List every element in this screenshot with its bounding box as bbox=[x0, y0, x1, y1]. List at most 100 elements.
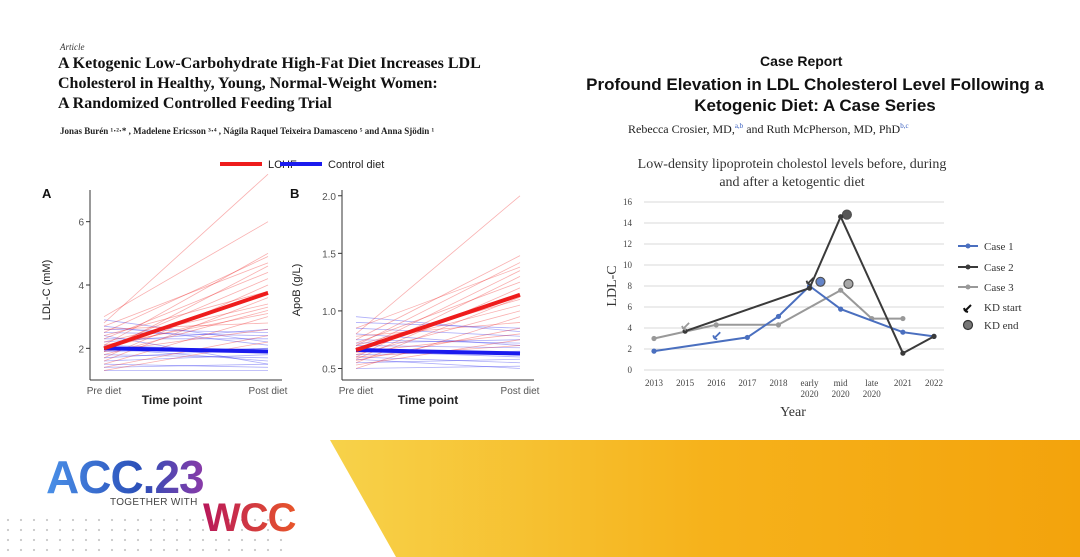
banner-dot bbox=[175, 528, 179, 532]
banner-dot bbox=[253, 528, 257, 532]
banner-dot-grid bbox=[6, 518, 283, 552]
acc-logo-text: ACC.23 bbox=[46, 451, 205, 503]
panel-a-control-individual-line bbox=[103, 363, 269, 368]
banner-dot bbox=[227, 528, 231, 532]
panel-a-lchf-individual-line bbox=[103, 303, 269, 343]
case-chart-title-line-2: and after a ketogentic diet bbox=[719, 175, 864, 190]
banner-dot bbox=[162, 538, 166, 542]
panel-a-lchf-individual-line bbox=[103, 173, 269, 324]
banner-dot bbox=[84, 548, 88, 552]
banner-dot bbox=[214, 528, 218, 532]
panel-b-bg bbox=[342, 190, 534, 380]
banner-dot bbox=[227, 518, 231, 522]
banner-dot bbox=[279, 528, 283, 532]
left-title-line-3: A Randomized Controlled Feeding Trial bbox=[58, 95, 332, 112]
banner-dot bbox=[279, 518, 283, 522]
case-xtick-label: 2020 bbox=[863, 389, 882, 399]
panel-b-lchf-individual-line bbox=[355, 266, 521, 329]
banner-dot bbox=[6, 528, 10, 532]
panel-b-control-individual-line bbox=[355, 345, 521, 349]
banner-dot bbox=[240, 548, 244, 552]
case-chart-xlabel: Year bbox=[780, 405, 806, 420]
right-title-line-1: Profound Elevation in LDL Cholesterol Le… bbox=[586, 75, 1044, 94]
panel-b-plot: 0.5 1.0 1.5 2.0 Pre diet Post diet bbox=[322, 190, 540, 397]
banner-dot bbox=[123, 548, 127, 552]
banner-dot bbox=[97, 548, 101, 552]
case2-point bbox=[900, 350, 906, 356]
panel-a-control-individual-line bbox=[103, 325, 269, 346]
panel-b-xlabel: Time point bbox=[398, 393, 458, 407]
case-ytick-label: 8 bbox=[628, 281, 633, 291]
kd-start-marker bbox=[712, 331, 721, 341]
kd-end-marker bbox=[843, 278, 854, 289]
panel-a-lchf-individual-line bbox=[103, 221, 269, 318]
panel-a-lchf-individual-line bbox=[103, 271, 269, 340]
case-xtick-label: early bbox=[801, 378, 819, 388]
banner-dot bbox=[19, 538, 23, 542]
case-ytick-label: 2 bbox=[628, 344, 633, 354]
legend-case2-dot bbox=[965, 264, 971, 270]
banner-dot bbox=[97, 528, 101, 532]
right-paper-title: Profound Elevation in LDL Cholesterol Le… bbox=[555, 74, 1075, 116]
legend-case2-label: Case 2 bbox=[984, 262, 1014, 274]
banner-dot bbox=[214, 538, 218, 542]
banner-dot bbox=[136, 518, 140, 522]
banner-dot bbox=[71, 528, 75, 532]
banner-dot bbox=[214, 518, 218, 522]
case-xtick-label: late bbox=[865, 378, 878, 388]
banner-dot bbox=[45, 528, 49, 532]
panel-b-lchf-individual-line bbox=[355, 281, 521, 344]
panel-a-xtick-label: Post diet bbox=[249, 386, 288, 397]
legend-case3-dot bbox=[965, 284, 971, 290]
panel-b-control-mean-line bbox=[355, 348, 521, 356]
banner-dot bbox=[45, 518, 49, 522]
kd-end-marker bbox=[841, 209, 852, 220]
banner-dot bbox=[266, 548, 270, 552]
case3-point bbox=[713, 322, 719, 328]
panel-a-ytick-label: 6 bbox=[78, 218, 84, 229]
banner-dot bbox=[162, 518, 166, 522]
banner-dot bbox=[97, 538, 101, 542]
panel-a-ylabel: LDL-C (mM) bbox=[41, 260, 53, 321]
banner-dot bbox=[19, 518, 23, 522]
panel-a-control-individual-line bbox=[103, 354, 269, 362]
panel-b-lchf-individual-line bbox=[355, 195, 521, 335]
banner-dot bbox=[149, 528, 153, 532]
case1-point bbox=[900, 329, 906, 335]
case-ytick-label: 16 bbox=[623, 197, 633, 207]
panel-a-ytick-label: 2 bbox=[78, 344, 84, 355]
legend-case1-label: Case 1 bbox=[984, 241, 1014, 253]
panel-b-control-individual-line bbox=[355, 358, 521, 369]
panel-a-control-individual-line bbox=[103, 319, 269, 343]
right-authors: Rebecca Crosier, MD,a,b and Ruth McPhers… bbox=[628, 122, 909, 137]
case2-point bbox=[806, 285, 813, 291]
kd-start-marker bbox=[681, 322, 690, 331]
legend-case3-label: Case 3 bbox=[984, 282, 1014, 294]
banner-dot bbox=[32, 528, 36, 532]
case-xtick-label: 2021 bbox=[894, 378, 912, 388]
banner-dot bbox=[110, 518, 114, 522]
case-series-chart: Low-density lipoprotein cholestol levels… bbox=[605, 157, 1022, 420]
banner-dot bbox=[136, 548, 140, 552]
banner-dot bbox=[175, 538, 179, 542]
case3-line bbox=[653, 288, 903, 340]
banner-dot bbox=[19, 528, 23, 532]
case1-point bbox=[744, 334, 750, 341]
panel-a-lchf-individual-line bbox=[103, 316, 269, 365]
case-legend: Case 1 Case 2 Case 3 KD start KD end bbox=[958, 241, 1022, 332]
legend-kd-start-icon bbox=[963, 304, 972, 313]
panel-b-ytick-label: 1.5 bbox=[322, 249, 336, 260]
panel-a-lchf-individual-line bbox=[103, 252, 269, 346]
left-authors: Jonas Burén ¹·²·* , Madelene Ericsson ³·… bbox=[60, 126, 435, 136]
banner-dot bbox=[123, 528, 127, 532]
banner-dot bbox=[58, 528, 62, 532]
banner-dot bbox=[110, 548, 114, 552]
panel-a-letter: A bbox=[42, 186, 52, 201]
banner-dot bbox=[175, 548, 179, 552]
case-xtick-label: 2015 bbox=[676, 378, 695, 388]
case1-point bbox=[651, 348, 657, 354]
case-xtick-label: 2016 bbox=[707, 378, 726, 388]
case-chart-ylabel: LDL-C bbox=[605, 265, 620, 306]
left-title-line-1: A Ketogenic Low-Carbohydrate High-Fat Di… bbox=[58, 55, 481, 72]
banner-dot bbox=[58, 548, 62, 552]
